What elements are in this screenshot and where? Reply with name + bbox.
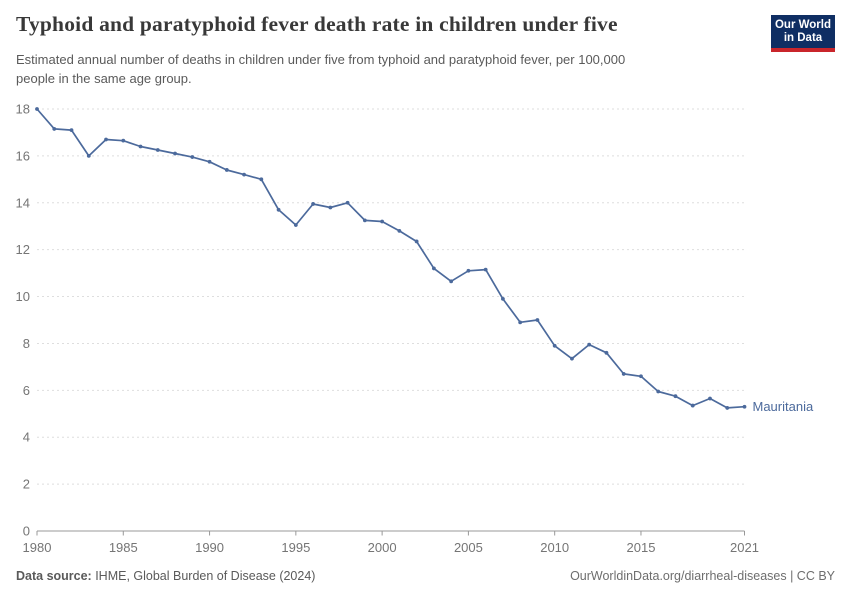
data-source-text: IHME, Global Burden of Disease (2024) (91, 569, 316, 583)
x-tick-label: 1995 (281, 540, 310, 555)
data-point[interactable] (639, 374, 643, 379)
data-point[interactable] (621, 372, 626, 376)
data-point[interactable] (570, 356, 574, 361)
data-point[interactable] (345, 200, 350, 205)
y-tick-label: 0 (23, 524, 30, 539)
chart-subtitle: Estimated annual number of deaths in chi… (16, 50, 625, 88)
data-point[interactable] (35, 107, 39, 111)
data-point[interactable] (414, 239, 419, 244)
data-point[interactable] (431, 266, 436, 271)
data-point[interactable] (708, 396, 712, 401)
y-tick-label: 18 (16, 102, 30, 117)
data-point[interactable] (518, 320, 523, 325)
data-point[interactable] (224, 168, 229, 172)
data-point[interactable] (397, 229, 402, 233)
chart-subtitle-line: people in the same age group. (16, 71, 192, 86)
data-point[interactable] (690, 403, 695, 408)
data-point[interactable] (587, 342, 592, 347)
data-point[interactable] (207, 159, 212, 164)
series-end-label[interactable]: Mauritania (753, 399, 814, 414)
data-point[interactable] (725, 406, 730, 410)
data-point[interactable] (311, 202, 315, 206)
data-point[interactable] (121, 138, 126, 143)
data-point[interactable] (138, 144, 143, 149)
owid-logo-line2: in Data (783, 31, 823, 44)
data-point[interactable] (501, 297, 505, 301)
x-tick-label: 1990 (195, 540, 224, 555)
data-point[interactable] (483, 267, 488, 272)
y-tick-label: 10 (16, 289, 30, 304)
data-point[interactable] (449, 279, 454, 284)
data-point[interactable] (466, 268, 471, 273)
data-point[interactable] (173, 151, 177, 156)
x-tick-label: 2010 (540, 540, 569, 555)
y-tick-label: 6 (23, 383, 30, 398)
data-line-mauritania[interactable] (36, 108, 746, 409)
data-point[interactable] (293, 223, 298, 227)
chart-subtitle-line: Estimated annual number of deaths in chi… (16, 52, 626, 67)
data-point[interactable] (52, 127, 57, 131)
y-tick-label: 12 (16, 242, 30, 257)
line-chart[interactable]: 0 2 4 6 8 10 12 14 16 18 1980 1985 1990 1995 2000 2005 2… (0, 93, 850, 563)
data-point[interactable] (155, 148, 160, 152)
data-point[interactable] (259, 177, 264, 182)
y-tick-label: 14 (16, 195, 30, 210)
page-title: Typhoid and paratyphoid fever death rate… (16, 12, 618, 36)
data-point[interactable] (276, 207, 281, 212)
y-tick-label: 2 (23, 477, 30, 492)
owid-logo-line1: Our World (774, 18, 831, 31)
data-point[interactable] (242, 172, 246, 177)
data-point[interactable] (69, 128, 74, 132)
data-point[interactable] (656, 389, 661, 394)
data-point[interactable] (190, 155, 195, 159)
data-point[interactable] (362, 218, 367, 223)
data-point[interactable] (742, 404, 747, 409)
data-point[interactable] (535, 318, 540, 322)
x-tick-label: 1985 (109, 540, 138, 555)
owid-logo[interactable]: Our World in Data (771, 15, 835, 52)
data-point[interactable] (86, 153, 91, 158)
data-source-label: Data source: (16, 569, 92, 583)
y-tick-label: 4 (23, 430, 30, 445)
y-tick-label: 16 (16, 148, 30, 163)
x-tick-label: 2000 (368, 540, 397, 555)
credit-link[interactable]: OurWorldinData.org/diarrheal-diseases | … (570, 569, 835, 583)
x-tick-label: 2005 (454, 540, 483, 555)
x-tick-label: 2015 (627, 540, 656, 555)
x-tick-label: 2021 (730, 540, 759, 555)
data-point[interactable] (604, 350, 609, 355)
data-point[interactable] (552, 343, 557, 348)
x-tick-label: 1980 (23, 540, 52, 555)
data-point[interactable] (104, 137, 108, 142)
y-tick-label: 8 (23, 336, 30, 351)
data-source: Data source: IHME, Global Burden of Dise… (16, 569, 315, 583)
data-point[interactable] (673, 394, 678, 399)
data-point[interactable] (380, 219, 385, 224)
data-point[interactable] (328, 205, 333, 210)
